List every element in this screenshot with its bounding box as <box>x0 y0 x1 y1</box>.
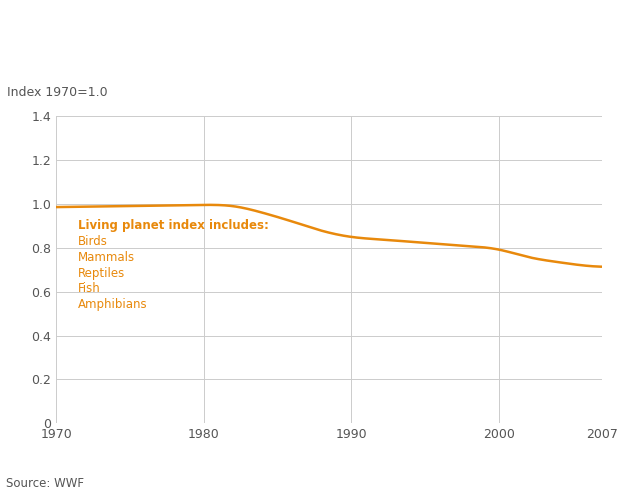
Text: Mammals: Mammals <box>78 251 135 264</box>
Text: Source: WWF: Source: WWF <box>6 477 84 490</box>
Text: Birds: Birds <box>78 235 108 248</box>
Text: Index 1970=1.0: Index 1970=1.0 <box>7 87 108 99</box>
Text: Fish: Fish <box>78 283 101 296</box>
Text: Reptiles: Reptiles <box>78 267 125 280</box>
Text: Amphibians: Amphibians <box>78 298 148 311</box>
Text: Living planet index includes:: Living planet index includes: <box>78 219 269 232</box>
